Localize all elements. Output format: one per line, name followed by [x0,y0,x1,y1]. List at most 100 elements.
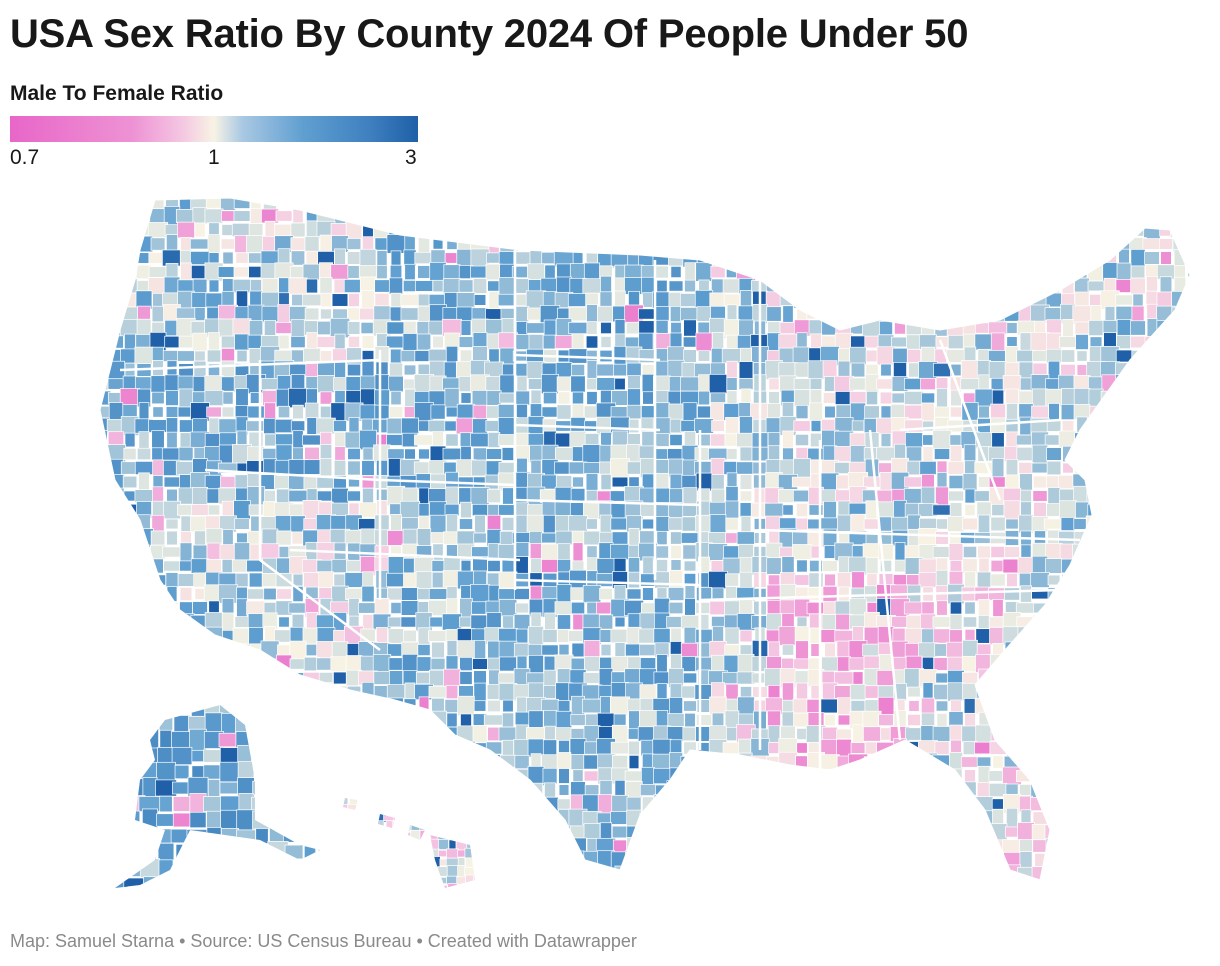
county-cell [485,883,502,894]
county-cell [186,829,210,843]
county-cell [877,753,895,771]
county-cell [218,643,238,657]
county-cell [1160,528,1172,548]
county-cell [1072,836,1092,856]
county-cell [431,571,445,589]
county-cell [584,784,600,796]
county-cell [1018,697,1034,715]
county-cell [100,346,111,366]
county-cell [947,837,965,855]
county-cell [100,824,110,840]
county-cell [1142,500,1162,520]
county-cell [120,642,140,658]
county-cell [795,434,809,446]
county-cell [374,293,390,307]
county-cell [1118,420,1130,432]
county-cell [100,207,109,225]
county-cell [810,420,822,432]
county-cell [514,306,530,322]
county-cell [180,657,192,671]
county-cell [329,754,351,770]
county-cell [724,756,740,768]
county-cell [723,808,741,828]
county-cell [1101,588,1119,600]
county-cell [1173,572,1187,588]
county-cell [470,882,489,895]
county-cell [820,698,840,714]
county-cell [109,293,123,307]
county-cell [823,500,837,520]
county-cell [613,235,627,253]
county-cell [429,838,440,851]
county-cell [991,853,1005,867]
county-cell [488,234,500,254]
county-cell [1115,517,1133,531]
county-cell [1174,657,1186,671]
county-cell [360,725,376,743]
county-cell [1187,392,1190,404]
county-cell [107,378,125,390]
county-cell [796,502,808,518]
county-cell [1060,655,1076,673]
county-cell [641,766,655,786]
county-cell [178,363,194,377]
county-cell [950,249,962,267]
county-cell [960,251,980,265]
county-cell [806,198,826,211]
county-cell [1187,544,1190,560]
county-cell [694,854,714,866]
county-cell [863,756,881,768]
county-cell [695,656,713,672]
county-cell [393,813,404,822]
county-cell [249,658,263,670]
county-cell [443,738,461,758]
county-cell [1072,668,1092,688]
county-cell [1100,198,1120,209]
county-cell [599,531,613,545]
county-cell [124,826,136,838]
county-cell [174,764,190,780]
county-cell [570,754,586,770]
county-cell [1088,881,1104,894]
county-cell [142,828,158,844]
county-cell [723,854,741,866]
county-cell [190,558,210,574]
county-cell [386,321,406,335]
county-cell [348,725,360,743]
county-cell [1104,686,1116,698]
county-cell [204,868,224,880]
county-cell [849,766,867,786]
county-cell [403,809,417,827]
county-cell [414,769,434,783]
county-cell [234,474,250,490]
county-cell [100,599,112,617]
county-cell [270,764,286,780]
county-cell [1129,796,1147,812]
county-cell [122,837,138,855]
county-cell [795,517,809,531]
county-cell [1016,198,1036,212]
county-cell [1031,878,1049,880]
county-cell [740,515,752,533]
county-cell [710,754,726,770]
county-cell [1060,224,1076,236]
county-cell [694,877,714,880]
footer-credits: Map: Samuel Starna • Source: US Census B… [10,931,637,951]
county-cell [878,262,894,282]
county-cell [642,518,654,530]
county-cell [1017,726,1035,742]
county-cell [275,728,293,740]
county-cell [219,668,237,688]
county-cell [206,843,222,861]
county-cell [1186,434,1190,446]
county-cell [287,860,301,876]
county-cell [988,350,1008,362]
county-cell [611,825,629,839]
county-cell [251,705,273,715]
county-cell [530,854,542,866]
county-cell [711,278,725,294]
county-cell [220,873,240,888]
county-cell [124,784,136,796]
county-cell [754,794,766,814]
county-cell [194,307,206,321]
